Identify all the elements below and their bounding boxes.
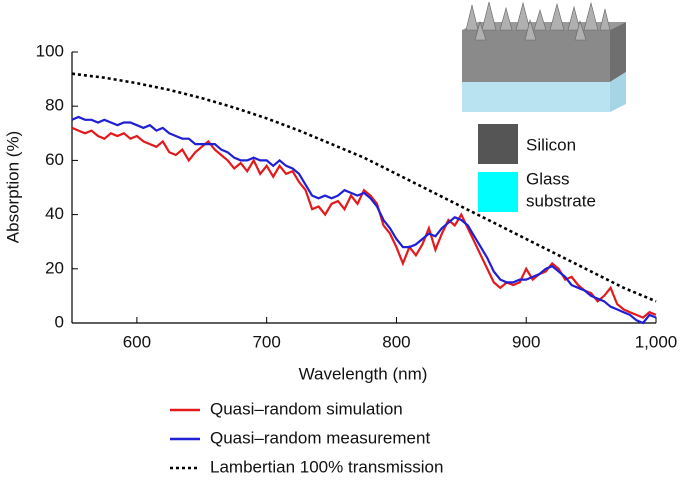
inset-image: [462, 1, 626, 112]
inset-swatch: [478, 172, 518, 212]
x-axis-label: Wavelength (nm): [299, 364, 428, 383]
x-tick-label: 1,000: [635, 332, 678, 351]
x-tick-label: 800: [382, 332, 410, 351]
series-line: [71, 72, 657, 303]
y-axis-label: Absorption (%): [3, 131, 22, 243]
y-tick-label: 60: [45, 150, 64, 169]
x-tick-label: 600: [123, 332, 151, 351]
legend-label: Quasi–random simulation: [210, 399, 403, 418]
x-tick-label: 700: [252, 332, 280, 351]
x-tick-label: 900: [512, 332, 540, 351]
legend-label: Lambertian 100% transmission: [210, 457, 443, 476]
inset-label: substrate: [526, 191, 596, 210]
inset-label: Silicon: [526, 135, 576, 154]
series-line: [71, 115, 657, 325]
y-tick-label: 20: [45, 258, 64, 277]
y-tick-label: 80: [45, 96, 64, 115]
y-tick-label: 40: [45, 204, 64, 223]
inset-swatch: [478, 124, 518, 164]
y-tick-label: 100: [36, 41, 64, 60]
series-line: [71, 126, 657, 319]
inset-label: Glass: [526, 169, 569, 188]
legend-label: Quasi–random measurement: [210, 428, 430, 447]
y-tick-label: 0: [55, 312, 64, 331]
